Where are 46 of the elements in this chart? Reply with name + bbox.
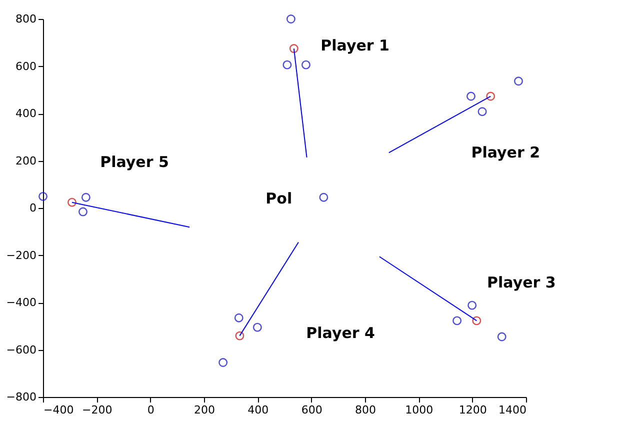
y-tick-label: −600 [6,343,36,356]
point [452,316,462,326]
x-tick-label: 1200 [458,404,487,416]
point [497,332,506,342]
annotation: Player 3 [487,273,556,292]
point [286,14,296,24]
x-tick-label: 600 [301,404,322,416]
x-tick-label: −400 [44,404,74,416]
y-tick-label: 800 [16,12,36,26]
point [289,44,298,53]
point [319,192,328,202]
x-tick-label: 1000 [405,404,434,416]
point [235,331,244,340]
x-tick-label: 1400 [498,404,526,416]
x-tick-label: −200 [82,404,112,416]
point [252,322,262,332]
point [466,92,476,101]
annotation: Player 5 [100,153,169,172]
x-tick-label: 0 [147,404,154,416]
annotation: Player 4 [306,324,375,342]
y-tick-label: 0 [30,202,36,214]
point [234,313,244,322]
y-tick-label: −400 [6,296,36,309]
point [486,92,496,101]
point [282,60,292,70]
y-tick-label: 400 [16,107,36,120]
point [78,207,88,216]
point [478,107,487,116]
point [38,192,48,201]
point [514,76,523,86]
annotation: Player 2 [471,144,540,162]
y-tick-label: −800 [6,390,36,404]
y-tick-label: 200 [16,154,36,168]
point [218,358,228,367]
point [68,198,76,207]
point [301,60,310,70]
annotation: Player 1 [320,36,390,55]
x-tick-label: 400 [248,404,269,416]
y-tick-label: 600 [16,60,36,73]
point [81,192,90,202]
annotation: Pol [266,190,292,208]
point [468,300,477,310]
y-tick-label: −200 [6,248,36,262]
point [472,316,482,326]
x-tick-label: 200 [194,404,215,416]
x-tick-label: 800 [355,404,376,416]
